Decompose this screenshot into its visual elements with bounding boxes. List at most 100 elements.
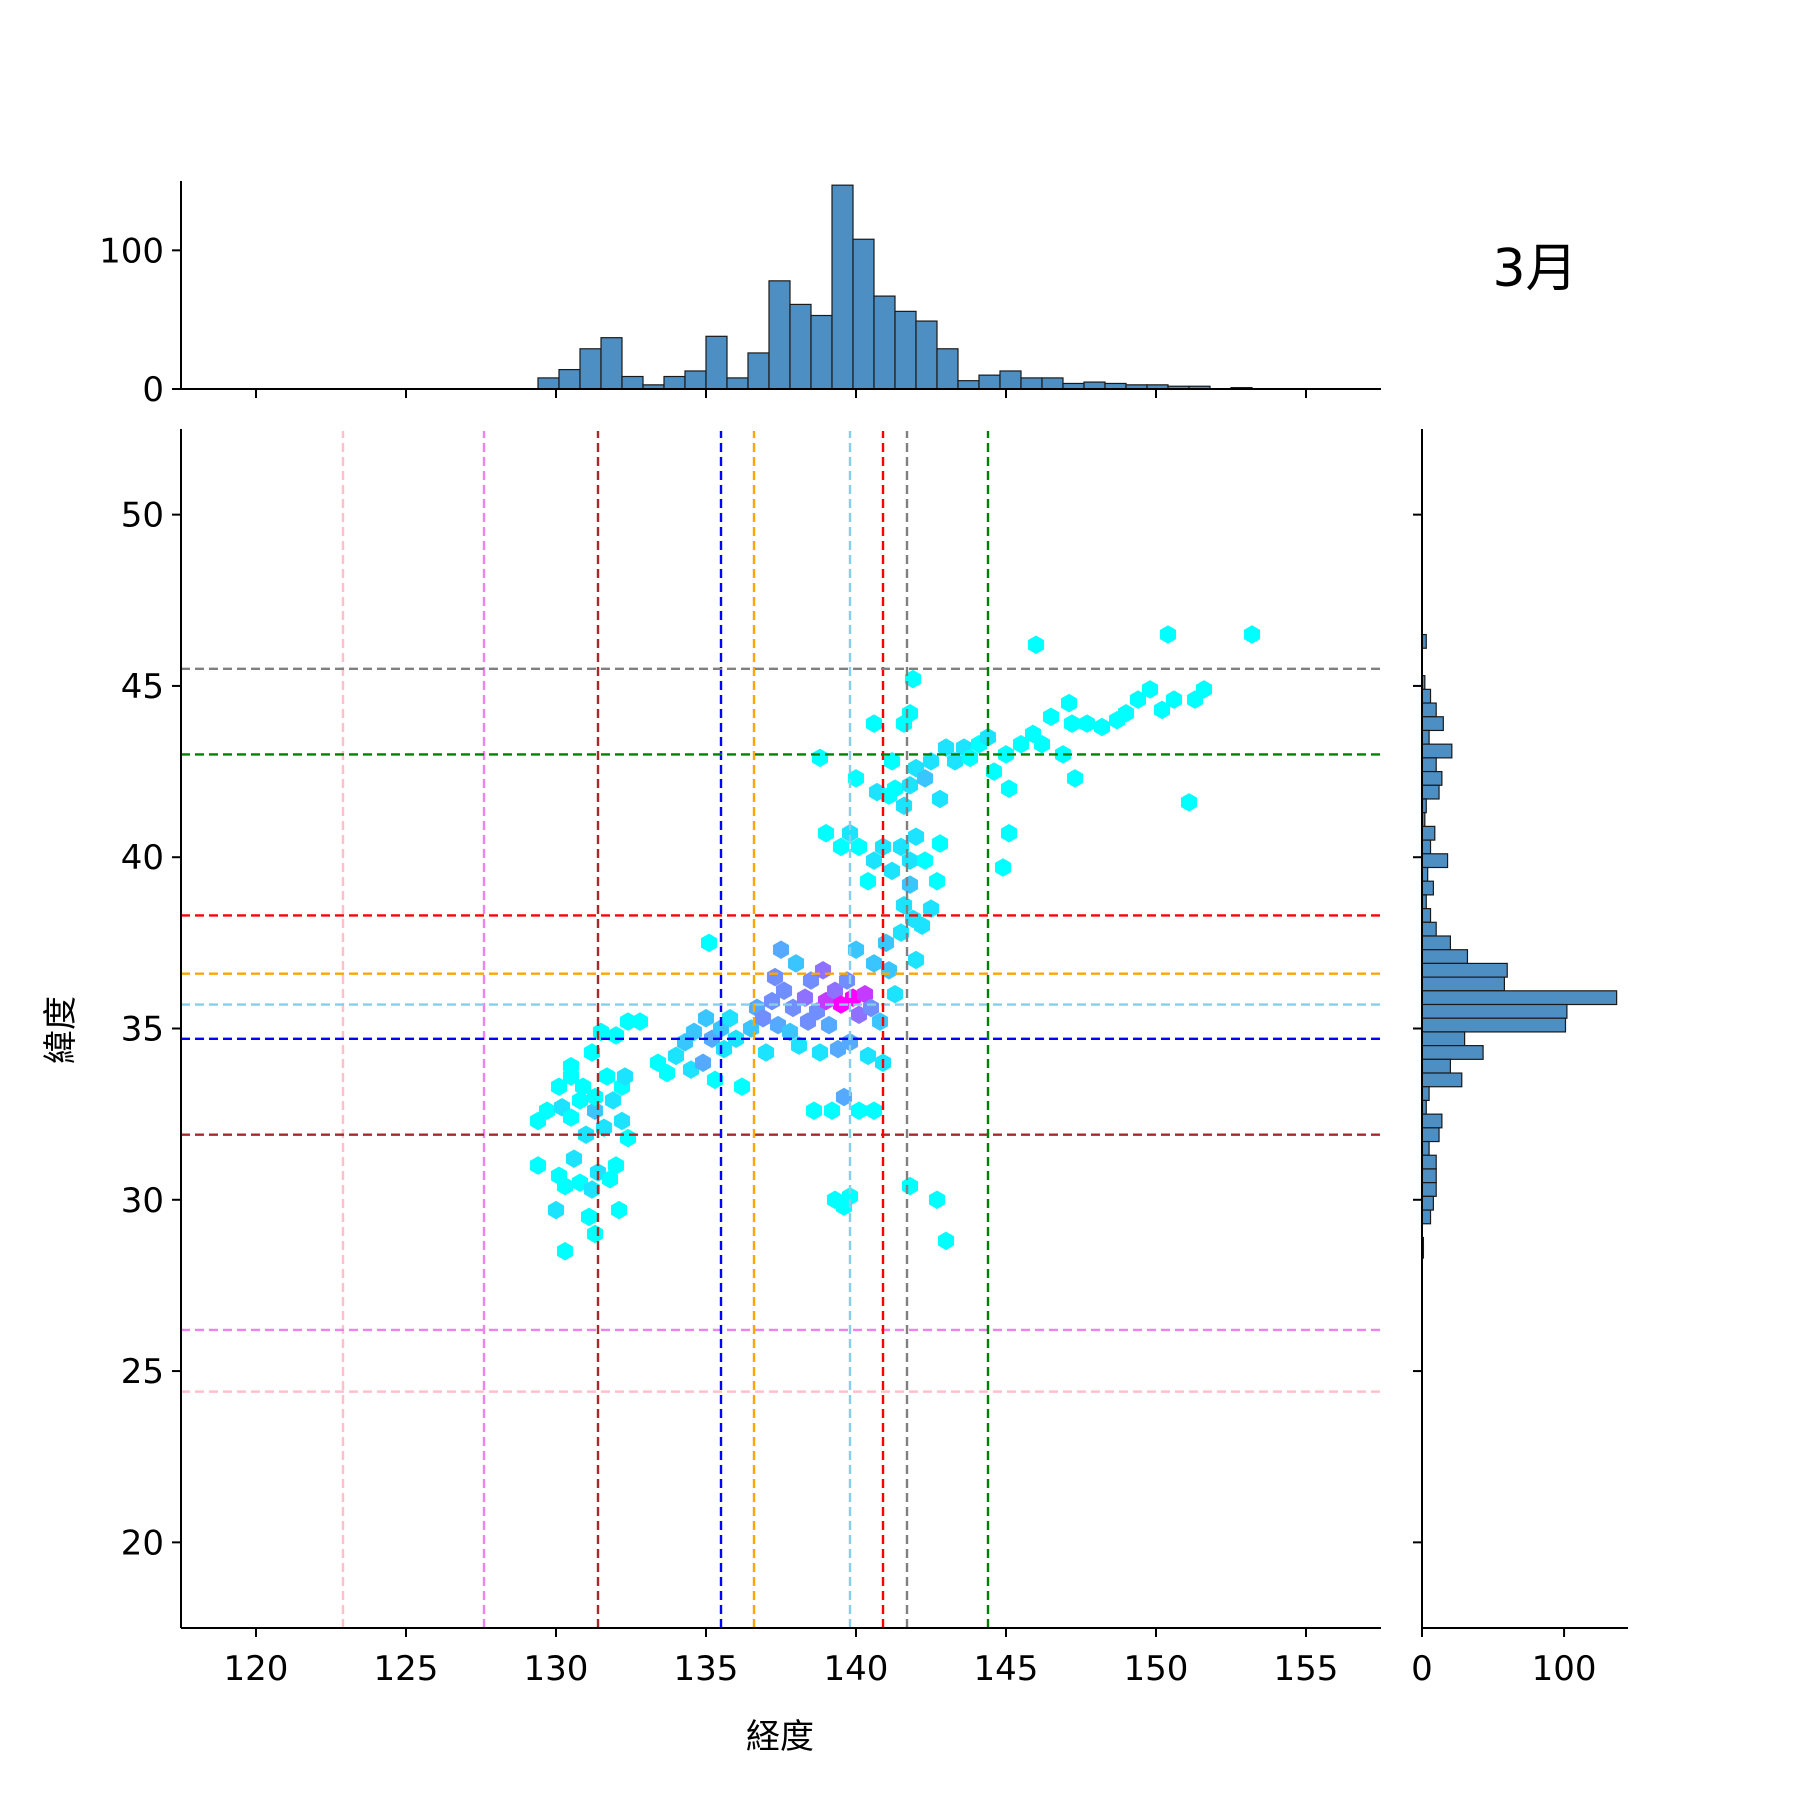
hexbin-cell [631,1012,649,1031]
hexbin-cell [901,851,919,870]
right-histogram-bar [1421,1045,1484,1060]
hexbin-cell [937,1231,955,1251]
hexbin-cell [781,1022,799,1042]
right-histogram-bar [1421,880,1434,896]
hexbin-cell [604,1091,622,1110]
hexbin-cell [859,1046,877,1066]
hexbin-cell [865,954,883,973]
hexbin-cell [754,1008,772,1028]
top-histogram-bar [1083,381,1106,390]
hexbin-cell [871,1012,889,1031]
hexbin-cell [697,1008,715,1028]
hexbin-cell [547,1200,565,1220]
x-tick-label: 150 [1124,1649,1189,1689]
top-histogram-bar [957,380,980,390]
top-histogram-bar [936,348,959,390]
hexbin-cell [928,1190,946,1210]
x-tick-label: 140 [824,1649,889,1689]
hexbin-cell [1165,690,1183,709]
right-histogram-bar [1421,702,1437,718]
hexbin-cell [706,1070,724,1090]
hexbin-cell [997,745,1015,764]
right-histogram-bar [1421,1127,1440,1143]
hexbin-cell [928,871,946,891]
top-histogram-bar [600,337,623,390]
hexbin-cell [901,1176,919,1196]
hexbin-cell [790,1036,808,1055]
hexbin-cell [1093,717,1111,737]
x-axis-label: 経度 [746,1717,814,1757]
hexbin-cell [1000,823,1018,843]
hexbin-cell [775,981,793,1001]
hexbin-cell [865,851,883,870]
hexbin-cell [757,1043,775,1062]
hexbin-cell [772,940,790,959]
top-histogram-bar [747,352,770,390]
right-histogram-bar [1421,921,1437,937]
hexbin-cell [577,1125,595,1144]
hexbin-cell [865,714,883,733]
hexbin-cell [922,752,940,771]
hexbin-cell [574,1077,592,1096]
hexbin-cell [922,899,940,918]
hexbin-cell [607,1156,625,1175]
hexbin-cell [877,933,895,953]
hexbin-cell [1066,769,1084,788]
hexbin-cell [832,837,850,857]
top-histogram-bar [1041,377,1064,390]
right-histogram-bar [1421,962,1508,978]
top-histogram-bar [852,238,875,390]
hexbin-cell [904,669,922,689]
hexbin-cell [895,895,913,915]
hexbin-cell [931,834,949,853]
hexbin-cell [610,1200,628,1220]
right-marginal-histogram: 0 100 [1411,429,1628,1689]
top-histogram-bar [537,377,560,390]
top-y-tick-label: 100 [99,231,164,271]
top-histogram-bar [579,348,602,390]
main-hexbin-plot: 120 125 130 135 140 145 150 155 20 25 30 35 40 45 50 経… [41,429,1381,1757]
top-histogram-bar [915,320,938,390]
right-histogram-bar [1421,839,1432,855]
right-histogram-bar [1421,1017,1567,1033]
hexbin-cell [613,1111,631,1131]
hexbin-cell [571,1173,589,1192]
right-histogram-bar [1421,1003,1568,1019]
top-histogram-bar [663,375,686,390]
right-histogram-bar [1421,990,1618,1006]
hexbin-cell [850,1101,868,1120]
hexbin-cell [931,789,949,809]
hexbin-cell [616,1067,634,1086]
hexbin-cell [580,1207,598,1227]
right-histogram-bar [1421,784,1440,800]
hexbin-cell [916,769,934,788]
right-histogram-bar [1421,1182,1437,1197]
hexbin-cell [1180,793,1198,812]
right-histogram-bar [1421,770,1443,786]
hexbin-cell [817,823,835,843]
hexbin-cell [565,1149,583,1168]
y-tick-label: 45 [121,667,164,707]
x-tick-label: 130 [524,1649,589,1689]
x-tick-label: 145 [974,1649,1039,1689]
right-histogram-bar [1421,1154,1437,1170]
hexbin-cell [733,1077,751,1096]
hexbin-cell [766,967,784,987]
hexbin-cell [586,1224,604,1244]
hexbin-cell [1117,704,1135,723]
hexbin-cell [892,923,910,942]
top-histogram-bar [1020,377,1043,390]
top-histogram-bar [558,368,581,390]
hexbin-cells [529,625,1261,1261]
top-histogram-bar [621,375,644,390]
hexbin-cell [859,871,877,891]
hexbin-cell [820,1015,838,1035]
right-histogram-bar [1421,935,1452,951]
hexbin-cell [685,1022,703,1042]
hexbin-cell [907,950,925,970]
hexbin-cell [721,1008,739,1028]
right-histogram-bar [1421,1168,1437,1184]
hexbin-cell [994,858,1012,877]
y-tick-label: 20 [121,1523,164,1563]
hexbin-cell [1243,625,1261,644]
